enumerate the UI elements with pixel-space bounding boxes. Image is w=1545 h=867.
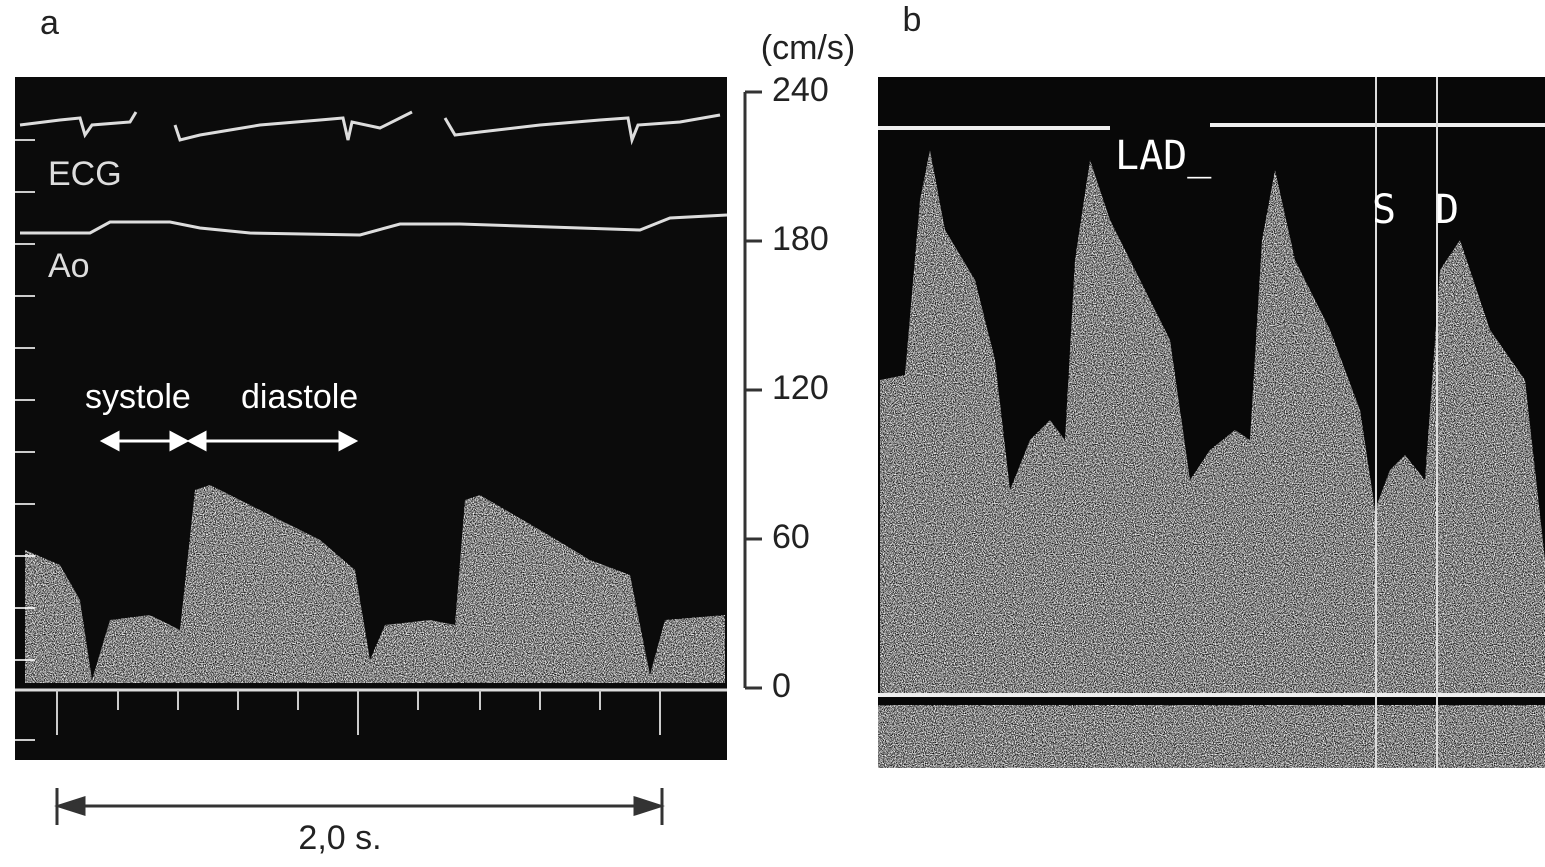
ecg-label: ECG [48,155,122,193]
diastole-label: diastole [241,378,358,416]
vessel-label: LAD_ [1115,133,1212,179]
systole-label: systole [85,378,191,416]
panel-label: a [40,4,59,42]
y-tick-label: 0 [772,667,791,705]
y-tick-label: 120 [772,369,829,407]
time-ticks [56,690,661,735]
ao-label: Ao [48,247,90,285]
time-scale-arrow [54,788,665,825]
y-tick-label: 180 [772,220,829,258]
marker-lines [1375,77,1438,768]
s-label: S [1372,187,1396,233]
aortic-trace [20,213,728,237]
d-label: D [1435,187,1459,233]
y-tick-label: 240 [772,71,829,109]
ecg-trace [19,110,721,146]
velocity-envelope [25,485,725,683]
time-label: 2,0 s. [298,819,381,857]
panel-label: b [903,1,922,39]
y-tick-label: 60 [772,518,810,556]
phase-arrows [99,430,359,452]
velocity-envelope [880,150,1545,695]
axis-unit: (cm/s) [761,29,855,67]
noise-band [878,705,1545,768]
panel-lines [878,123,1545,697]
